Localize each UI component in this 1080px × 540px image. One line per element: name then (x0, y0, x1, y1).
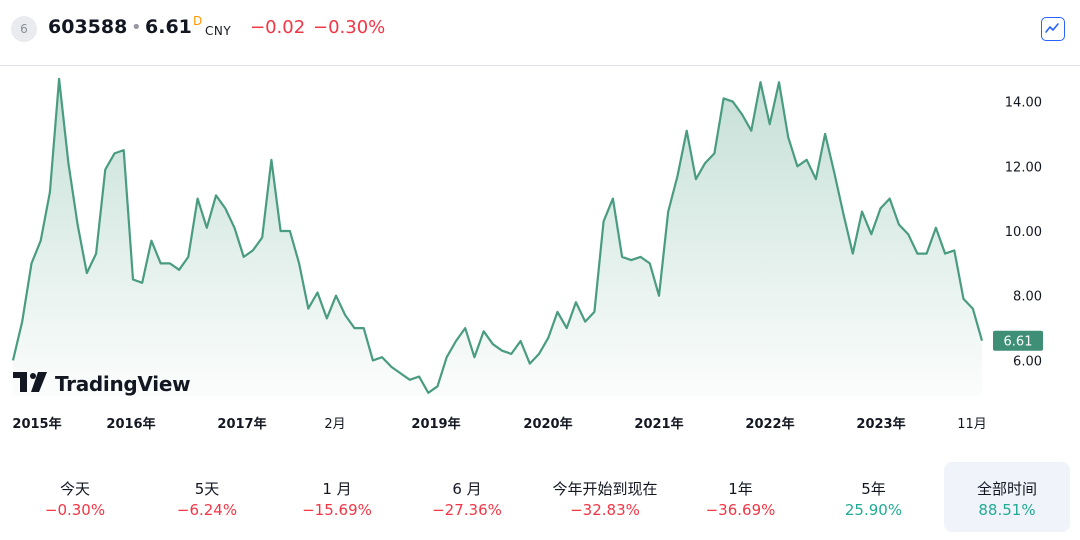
period-label: 全部时间 (976, 480, 1037, 498)
price-chart[interactable]: 14.00 12.00 10.00 8.00 6.00 6.61 2015年 2016年 201… (0, 66, 1080, 446)
period-all-time[interactable]: 全部时间 88.51% (944, 462, 1070, 532)
period-value: −6.24% (176, 501, 238, 519)
x-tick-label: 2021年 (634, 416, 683, 432)
y-tick-label: 10.00 (1005, 225, 1042, 240)
period-label: 6 月 (452, 480, 482, 498)
period-5d[interactable]: 5天 −6.24% (142, 462, 272, 532)
y-tick-label: 14.00 (1005, 96, 1042, 111)
y-tick-label: 6.00 (1013, 354, 1042, 369)
period-label: 今天 (59, 480, 90, 498)
last-price: 6.61 (145, 16, 192, 38)
period-5y[interactable]: 5年 25.90% (806, 462, 941, 532)
period-value: 25.90% (844, 501, 903, 519)
x-tick-label: 2020年 (523, 416, 572, 432)
period-value: −27.36% (432, 501, 502, 519)
x-tick-label: 2023年 (856, 416, 905, 432)
period-1m[interactable]: 1 月 −15.69% (272, 462, 402, 532)
last-price-marker (993, 330, 1043, 351)
currency-code: CNY (205, 24, 232, 38)
x-tick-label: 2017年 (217, 416, 266, 432)
header-divider (0, 65, 1080, 66)
period-value: −36.69% (705, 501, 776, 519)
price-change: −0.02 (250, 17, 306, 38)
period-ytd[interactable]: 今年开始到现在 −32.83% (535, 462, 675, 532)
price-change-percent: −0.30% (313, 17, 386, 38)
last-price-label: 6.61 (1004, 335, 1033, 350)
symbol-badge: 6 (11, 16, 37, 42)
period-performance-bar: 今天 −0.30% 5天 −6.24% 1 月 −15.69% 6 月 −27.… (0, 462, 1080, 532)
tradingview-logo-text: TradingView (55, 372, 191, 396)
period-label: 5天 (194, 480, 220, 498)
x-tick-label: 2月 (324, 417, 345, 432)
x-tick-label: 11月 (957, 417, 987, 432)
period-value: −0.30% (44, 501, 106, 519)
period-value: −15.69% (302, 501, 372, 519)
y-tick-label: 12.00 (1005, 160, 1042, 175)
price-area-fill (13, 78, 982, 397)
line-chart-icon (1045, 23, 1059, 33)
x-tick-label: 2016年 (106, 416, 155, 432)
period-label: 今年开始到现在 (552, 480, 658, 498)
price-flag: D (193, 14, 203, 28)
period-label: 1 月 (322, 480, 352, 498)
period-label: 5年 (861, 480, 886, 498)
period-label: 1年 (728, 480, 753, 498)
separator-dot: • (131, 17, 142, 38)
period-today[interactable]: 今天 −0.30% (10, 462, 140, 532)
x-tick-label: 2015年 (12, 416, 61, 432)
tradingview-logo: TradingView (13, 372, 191, 396)
tradingview-logo-icon (13, 372, 47, 392)
period-value: −32.83% (570, 501, 640, 519)
period-1y[interactable]: 1年 −36.69% (678, 462, 803, 532)
x-tick-label: 2022年 (745, 416, 794, 432)
chart-type-button[interactable] (1041, 17, 1065, 41)
period-6m[interactable]: 6 月 −27.36% (402, 462, 532, 532)
y-tick-label: 8.00 (1013, 290, 1042, 305)
symbol-code[interactable]: 603588 (48, 16, 128, 38)
symbol-header: 6 603588 • 6.61 D CNY −0.02 −0.30% (0, 0, 1080, 62)
period-value: 88.51% (978, 501, 1036, 519)
x-tick-label: 2019年 (411, 416, 460, 432)
price-series-line (11, 77, 984, 394)
